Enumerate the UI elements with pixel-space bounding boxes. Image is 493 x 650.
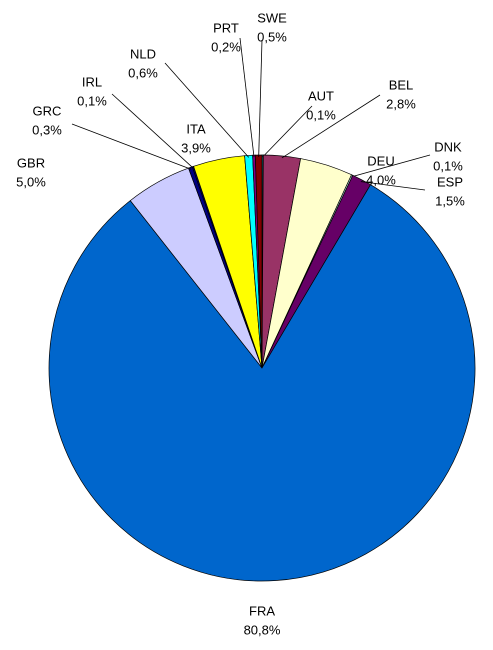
slice-value-label: 1,5%	[435, 193, 465, 208]
slice-value-label: 0,1%	[433, 158, 463, 173]
slice-value-label: 2,8%	[386, 96, 416, 111]
slice-value-label: 0,1%	[306, 107, 336, 122]
slice-label: DNK	[434, 139, 462, 154]
slice-label: ESP	[437, 174, 463, 189]
slice-label: FRA	[249, 603, 275, 618]
slice-label: GRC	[33, 103, 62, 118]
slice-label: PRT	[213, 20, 239, 35]
slice-value-label: 4,0%	[366, 172, 396, 187]
slice-label: GBR	[17, 155, 45, 170]
slice-value-label: 80,8%	[244, 622, 281, 637]
leader-line	[262, 105, 313, 158]
leader-line	[258, 39, 263, 158]
slice-value-label: 0,1%	[77, 93, 107, 108]
slice-label: AUT	[308, 88, 334, 103]
slice-value-label: 3,9%	[181, 140, 211, 155]
slice-label: NLD	[130, 46, 156, 61]
leader-line	[351, 154, 431, 178]
pie-slice	[48, 184, 476, 582]
leader-line	[239, 37, 255, 158]
slice-value-label: 5,0%	[16, 174, 46, 189]
slice-value-label: 0,2%	[211, 39, 241, 54]
slice-label: SWE	[257, 10, 287, 25]
slice-value-label: 0,5%	[257, 29, 287, 44]
slice-value-label: 0,3%	[32, 122, 62, 137]
leader-line	[111, 93, 194, 169]
slice-label: DEU	[367, 153, 394, 168]
slice-value-label: 0,6%	[128, 65, 158, 80]
leader-line	[71, 123, 192, 170]
leader-line	[164, 62, 250, 158]
leader-line	[360, 181, 426, 191]
slice-label: IRL	[82, 74, 102, 89]
slice-label: ITA	[186, 121, 206, 136]
slice-label: BEL	[389, 77, 414, 92]
leader-line	[281, 94, 381, 159]
